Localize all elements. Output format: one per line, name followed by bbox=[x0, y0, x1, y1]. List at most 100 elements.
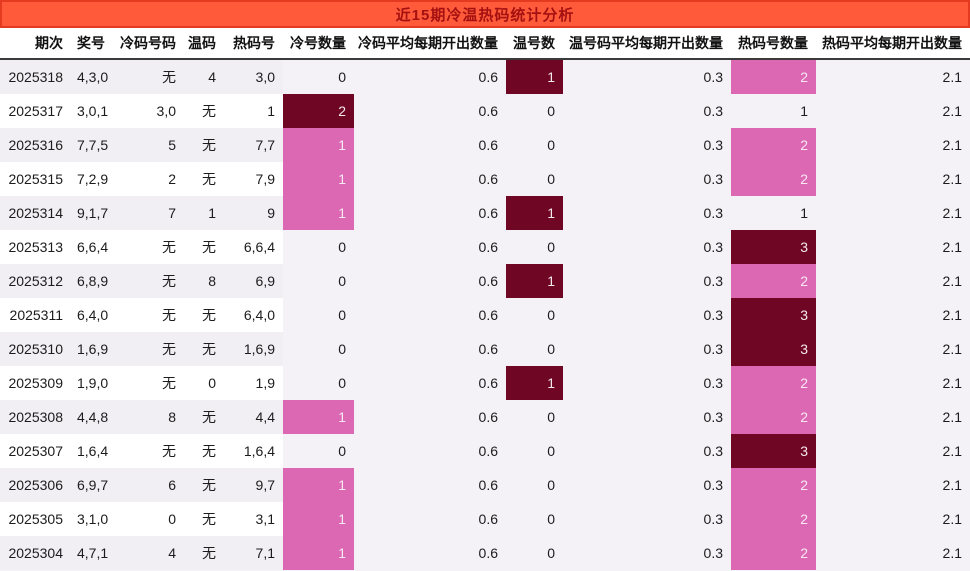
cell-cold_numbers: 无 bbox=[118, 264, 184, 298]
cell-cold_avg: 0.6 bbox=[354, 60, 506, 94]
cell-period: 2025310 bbox=[0, 332, 71, 366]
column-header-warm_count: 温号数 bbox=[513, 35, 555, 51]
cell-warm_numbers: 无 bbox=[184, 128, 224, 162]
table-body: 2025318 4,3,0 无 4 3,0 0 0.6 1 0.3 2 2.1 2025317 3,0,… bbox=[0, 60, 970, 570]
page-title-bar: 近15期冷温热码统计分析 bbox=[0, 0, 970, 28]
cell-hot_numbers: 1,6,9 bbox=[224, 332, 283, 366]
cell-warm_numbers: 无 bbox=[184, 536, 224, 570]
cell-cold_avg: 0.6 bbox=[354, 162, 506, 196]
cell-hot_count: 3 bbox=[731, 332, 816, 366]
cell-hot_count: 2 bbox=[731, 502, 816, 536]
cell-warm_avg: 0.3 bbox=[563, 264, 731, 298]
cell-hot_count: 3 bbox=[731, 298, 816, 332]
cell-hot_avg: 2.1 bbox=[816, 60, 970, 94]
cell-warm_avg: 0.3 bbox=[563, 94, 731, 128]
cell-hot_avg: 2.1 bbox=[816, 468, 970, 502]
cell-warm_numbers: 无 bbox=[184, 94, 224, 128]
cell-hot_count: 2 bbox=[731, 400, 816, 434]
cell-warm_count: 0 bbox=[506, 298, 563, 332]
cell-warm_count: 0 bbox=[506, 162, 563, 196]
cell-cold_count: 2 bbox=[283, 94, 354, 128]
cell-cold_count: 1 bbox=[283, 128, 354, 162]
cell-warm_count: 1 bbox=[506, 264, 563, 298]
cell-warm_count: 1 bbox=[506, 366, 563, 400]
cell-cold_numbers: 7 bbox=[118, 196, 184, 230]
cell-warm_avg: 0.3 bbox=[563, 60, 731, 94]
cell-cold_count: 1 bbox=[283, 536, 354, 570]
cell-hot_count: 1 bbox=[731, 196, 816, 230]
cell-warm_count: 0 bbox=[506, 502, 563, 536]
cell-hot_numbers: 9,7 bbox=[224, 468, 283, 502]
cell-hot_count: 3 bbox=[731, 230, 816, 264]
cell-cold_numbers: 5 bbox=[118, 128, 184, 162]
cell-hot_count: 2 bbox=[731, 264, 816, 298]
cell-warm_numbers: 1 bbox=[184, 196, 224, 230]
cell-cold_count: 0 bbox=[283, 230, 354, 264]
cell-warm_count: 1 bbox=[506, 60, 563, 94]
cell-hot_count: 2 bbox=[731, 536, 816, 570]
column-header-winning: 奖号 bbox=[77, 35, 105, 51]
column-header-cold_numbers: 冷码号码 bbox=[120, 35, 176, 51]
column-header-warm_numbers: 温码 bbox=[188, 35, 216, 51]
cell-warm_count: 0 bbox=[506, 94, 563, 128]
cell-hot_avg: 2.1 bbox=[816, 196, 970, 230]
cell-cold_count: 1 bbox=[283, 162, 354, 196]
table-row: 2025316 7,7,5 5 无 7,7 1 0.6 0 0.3 2 2.1 bbox=[0, 128, 970, 162]
cell-period: 2025318 bbox=[0, 60, 71, 94]
cell-hot_avg: 2.1 bbox=[816, 128, 970, 162]
column-header-hot_count: 热码号数量 bbox=[738, 35, 808, 51]
cell-cold_numbers: 4 bbox=[118, 536, 184, 570]
cell-winning: 4,3,0 bbox=[71, 60, 118, 94]
cell-warm_avg: 0.3 bbox=[563, 298, 731, 332]
cell-winning: 6,8,9 bbox=[71, 264, 118, 298]
cell-winning: 3,1,0 bbox=[71, 502, 118, 536]
cell-cold_count: 0 bbox=[283, 264, 354, 298]
cell-hot_avg: 2.1 bbox=[816, 162, 970, 196]
cell-winning: 6,6,4 bbox=[71, 230, 118, 264]
cell-warm_numbers: 无 bbox=[184, 298, 224, 332]
cell-hot_count: 2 bbox=[731, 162, 816, 196]
cell-warm_avg: 0.3 bbox=[563, 502, 731, 536]
cell-hot_numbers: 1,9 bbox=[224, 366, 283, 400]
cell-period: 2025315 bbox=[0, 162, 71, 196]
cell-warm_avg: 0.3 bbox=[563, 468, 731, 502]
cell-cold_avg: 0.6 bbox=[354, 128, 506, 162]
cell-cold_count: 1 bbox=[283, 400, 354, 434]
cell-warm_count: 1 bbox=[506, 196, 563, 230]
column-header-hot_numbers: 热码号 bbox=[233, 35, 275, 51]
cell-warm_avg: 0.3 bbox=[563, 366, 731, 400]
cell-hot_avg: 2.1 bbox=[816, 400, 970, 434]
cell-winning: 3,0,1 bbox=[71, 94, 118, 128]
cell-warm_numbers: 无 bbox=[184, 162, 224, 196]
table-row: 2025317 3,0,1 3,0 无 1 2 0.6 0 0.3 1 2.1 bbox=[0, 94, 970, 128]
cell-warm_avg: 0.3 bbox=[563, 536, 731, 570]
cell-period: 2025313 bbox=[0, 230, 71, 264]
cell-winning: 6,4,0 bbox=[71, 298, 118, 332]
cell-hot_numbers: 6,6,4 bbox=[224, 230, 283, 264]
cell-warm_count: 0 bbox=[506, 468, 563, 502]
cell-hot_count: 2 bbox=[731, 128, 816, 162]
cell-hot_avg: 2.1 bbox=[816, 298, 970, 332]
cell-cold_count: 0 bbox=[283, 60, 354, 94]
table-row: 2025310 1,6,9 无无 1,6,9 0 0.6 0 0.3 3 2.1 bbox=[0, 332, 970, 366]
cell-winning: 1,6,9 bbox=[71, 332, 118, 366]
cell-hot_avg: 2.1 bbox=[816, 332, 970, 366]
table-row: 2025304 4,7,1 4 无 7,1 1 0.6 0 0.3 2 2.1 bbox=[0, 536, 970, 570]
cell-cold_count: 1 bbox=[283, 196, 354, 230]
cell-cold_count: 0 bbox=[283, 298, 354, 332]
cell-winning: 7,2,9 bbox=[71, 162, 118, 196]
cell-warm_count: 0 bbox=[506, 434, 563, 468]
cell-warm_count: 0 bbox=[506, 536, 563, 570]
cell-hot_avg: 2.1 bbox=[816, 366, 970, 400]
cell-cold_avg: 0.6 bbox=[354, 400, 506, 434]
column-header-hot_avg: 热码平均每期开出数量 bbox=[822, 35, 962, 51]
cell-hot_numbers: 1 bbox=[224, 94, 283, 128]
table-row: 2025308 4,4,8 8 无 4,4 1 0.6 0 0.3 2 2.1 bbox=[0, 400, 970, 434]
cell-winning: 7,7,5 bbox=[71, 128, 118, 162]
table-row: 2025311 6,4,0 无无 6,4,0 0 0.6 0 0.3 3 2.1 bbox=[0, 298, 970, 332]
cell-cold_numbers: 0 bbox=[118, 502, 184, 536]
cell-hot_numbers: 3,1 bbox=[224, 502, 283, 536]
cell-period: 2025312 bbox=[0, 264, 71, 298]
cell-cold_numbers: 3,0 bbox=[118, 94, 184, 128]
cell-hot_numbers: 1,6,4 bbox=[224, 434, 283, 468]
